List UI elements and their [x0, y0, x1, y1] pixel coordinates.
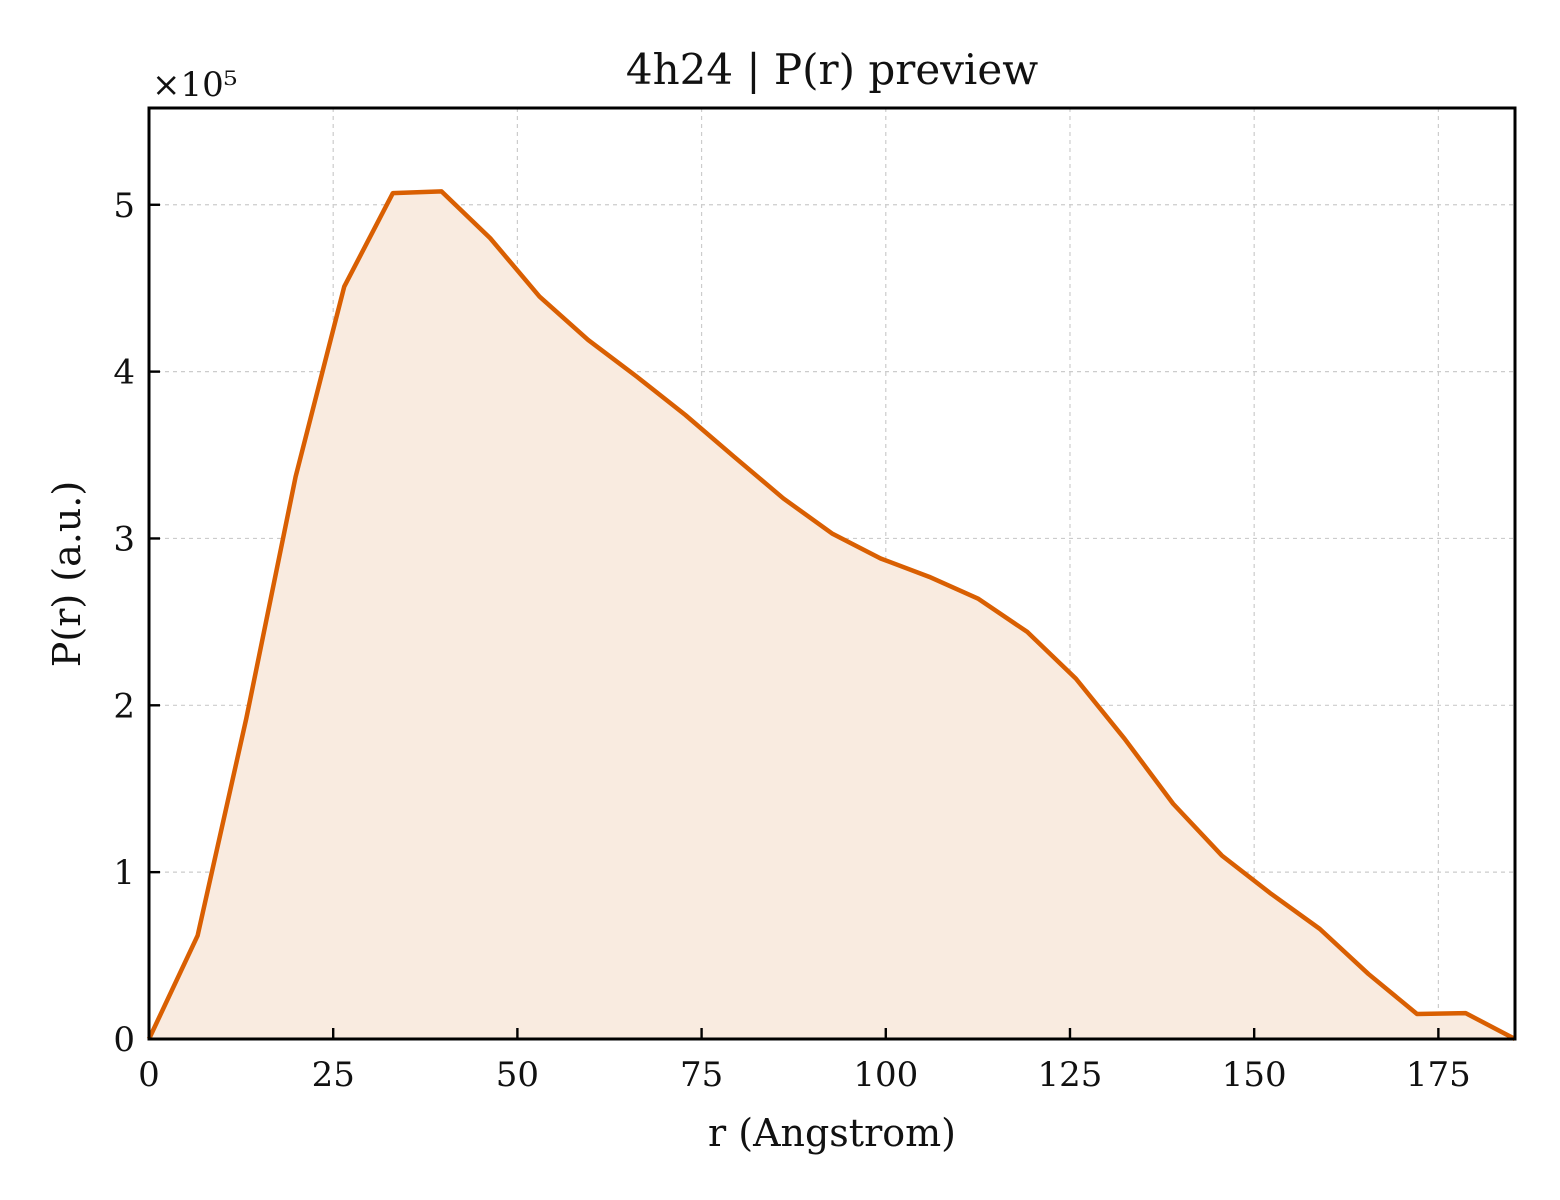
pr-series-line [146, 189, 1517, 1041]
x-tick-label: 150 [1222, 1055, 1287, 1095]
x-axis-ticks: 0 25 50 75 100 125 150 175 [138, 1028, 1471, 1095]
x-tick-label: 25 [312, 1055, 355, 1095]
x-tick-label: 0 [138, 1055, 160, 1095]
y-axis-ticks: 0 1 2 3 4 5 [113, 186, 160, 1060]
y-scale-label: ×10⁵ [152, 65, 237, 105]
plot-frame [147, 106, 1517, 1041]
chart-title: 4h24 | P(r) preview [626, 45, 1038, 94]
y-tick-label: 5 [113, 186, 135, 226]
x-tick-label: 175 [1406, 1055, 1471, 1095]
x-axis-label: r (Angstrom) [708, 1111, 956, 1155]
x-tick-label: 125 [1038, 1055, 1103, 1095]
y-axis-label: P(r) (a.u.) [45, 481, 89, 667]
y-tick-label: 1 [113, 853, 135, 893]
x-tick-label: 100 [853, 1055, 918, 1095]
y-tick-label: 4 [113, 353, 135, 393]
x-tick-label: 50 [496, 1055, 539, 1095]
pr-area-fill [149, 191, 1515, 1040]
y-tick-label: 3 [113, 519, 135, 559]
y-tick-label: 0 [113, 1020, 135, 1060]
y-tick-label: 2 [113, 686, 135, 726]
x-tick-label: 75 [680, 1055, 723, 1095]
